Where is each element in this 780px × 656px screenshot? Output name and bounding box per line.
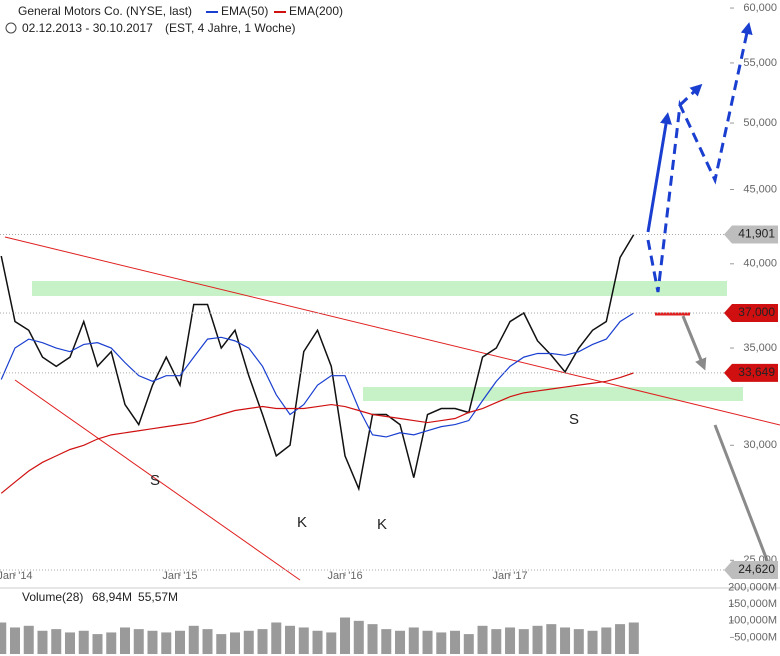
price-tag-label: 41,901 [738,227,775,241]
volume-bar [64,632,75,654]
volume-bar [353,620,364,654]
volume-bar [518,629,529,654]
ema-line [0,372,634,494]
volume-bar [147,630,158,654]
y-tick-label: 55,000 [743,57,777,69]
volume-bar [298,627,309,654]
volume-bar [326,632,337,654]
legend-entry: EMA(50) [221,4,268,18]
volume-bar [216,634,227,654]
volume-bar [92,634,103,654]
volume-stat: 55,57M [138,590,178,604]
volume-bar [560,627,571,654]
volume-bar [491,629,502,654]
volume-bar [133,629,144,654]
trend-line [14,379,301,581]
price-tag-label: 33,649 [738,365,775,379]
arrow [678,83,703,107]
volume-title: Volume(28) [22,590,83,604]
y-tick-label: 50,000M [734,631,777,643]
price-tag-label: 24,620 [738,562,775,576]
y-tick-label: 50,000 [743,117,777,129]
price-tag [724,560,778,579]
arrow [681,315,707,371]
x-tick-label: Jan '15 [162,570,197,582]
y-tick-label: 60,000 [743,2,777,14]
volume-bar [601,627,612,654]
volume-bar [532,625,543,654]
volume-bar [9,627,20,654]
volume-bar [587,630,598,654]
series-name: General Motors Co. (NYSE, last) [18,4,192,18]
volume-stat: 68,94M [92,590,132,604]
volume-bar [463,634,474,654]
volume-bar [312,630,323,654]
annotation: K [377,516,387,533]
price-line [0,234,635,492]
volume-bar [422,630,433,654]
subtitle: 02.12.2013 - 30.10.2017 [22,21,153,35]
volume-bar [628,622,639,654]
support-zone [363,387,743,401]
volume-bar [546,624,557,654]
y-tick-label: 150,000M [728,598,777,610]
y-tick-label: 45,000 [743,183,777,195]
volume-bar [106,632,117,654]
drawings [0,22,780,589]
volume-bar [23,625,34,654]
x-tick-label: Jan '16 [327,570,362,582]
volume-bar [257,629,268,654]
volume-bar [381,629,392,654]
volume-bar [120,627,131,654]
volume-bar [408,627,419,654]
volume-bar [51,629,62,654]
price-tag [724,303,778,322]
volume-bar [188,625,199,654]
ema-line [0,312,635,438]
x-tick-label: Jan '17 [492,570,527,582]
price-tag-label: 37,000 [738,305,775,319]
volume-bar [230,632,241,654]
trend-line [4,236,780,426]
volume-bar [37,630,48,654]
volume-bar [285,625,296,654]
volume-bar [367,624,378,654]
arrow [646,112,672,233]
support-zone [32,281,727,296]
y-tick-label: 100,000M [728,615,777,627]
price-tag [724,225,778,244]
volume-bar [78,630,89,654]
volume-bar [450,630,461,654]
volume-bar [573,629,584,654]
volume-bar [505,627,516,654]
y-tick-label: 30,000 [743,439,777,451]
y-tick-label: 35,000 [743,342,777,354]
volume-bar [243,630,254,654]
volume-bar [175,630,186,654]
volume-bar [161,632,172,654]
legend-entry: EMA(200) [289,4,343,18]
volume-bar [477,625,488,654]
annotation: S [150,472,160,489]
clock-icon [5,22,17,34]
volume-bar [395,630,406,654]
y-tick-label: 200,000M [728,582,777,594]
arrow [646,22,753,293]
volume-bar [615,624,626,654]
annotation: K [297,514,307,531]
volume-bar [436,632,447,654]
price-tag [724,363,778,382]
volume-bar [271,622,282,654]
volume-bar [0,622,7,654]
arrow [713,424,772,569]
x-tick-label: Jan '14 [0,570,33,582]
annotation: S [569,411,579,428]
volume-bar [340,617,351,654]
y-tick-label: 40,000 [743,258,777,270]
subtitle-note: (EST, 4 Jahre, 1 Woche) [165,21,296,35]
volume-bar [202,629,213,654]
